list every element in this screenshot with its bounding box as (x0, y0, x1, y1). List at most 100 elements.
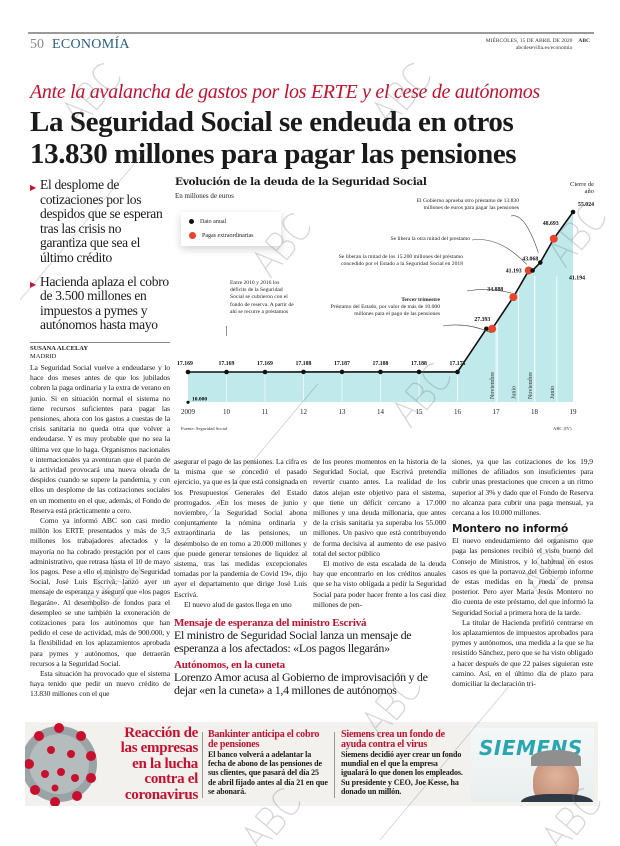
related-title: Autónomos, en la cuneta (174, 659, 285, 672)
x-tick-label: 17 (493, 408, 501, 416)
paragraph: La Seguridad Social vuelve a endeudarse … (30, 362, 170, 515)
annual-point (416, 369, 422, 375)
paragraph: Esta situación ha provocado que el siste… (30, 669, 170, 699)
divider (334, 732, 335, 798)
companies-band: Reacción de las empresas en la lucha con… (25, 722, 598, 806)
kicker: Ante la avalancha de gastos por los ERTE… (30, 81, 540, 103)
data-label: 17.188 (296, 361, 312, 367)
body-column-3: de los peores momentos en la historia de… (313, 457, 446, 610)
annotation: Se liberan la mitad de los 15.200 millon… (338, 254, 463, 268)
month-label: Noviembre (490, 372, 496, 399)
x-tick-label: 16 (454, 408, 462, 416)
headline-line: 13.830 millones para pagar las pensiones (30, 138, 517, 170)
data-label: 41.194 (569, 275, 585, 281)
chart-source: Fuente: Seguridad Social (181, 426, 228, 431)
band-title: Reacción de las empresas en la lucha con… (120, 725, 199, 803)
annual-point (570, 209, 576, 215)
annotation-arrow (510, 215, 539, 253)
area-fill (188, 212, 573, 402)
divider (202, 732, 203, 798)
top-rule (28, 32, 594, 34)
annotation: Entre 2010 y 2016 los déficits de la Seg… (230, 280, 294, 315)
news-brief[interactable]: Siemens crea un fondo de ayuda contra el… (341, 729, 463, 796)
body-column-4: siones, ya que las cotizaciones de los 1… (452, 457, 593, 689)
divider (30, 341, 170, 343)
data-label: 17.169 (219, 361, 235, 367)
left-column: ▶ El desplome de cotizaciones por los de… (30, 177, 170, 700)
month-label: Noviembre (528, 372, 534, 399)
byline: SUSANA ALCELAY MADRID (30, 345, 170, 361)
data-label: 41.193 (506, 268, 522, 274)
annual-point (530, 268, 535, 273)
coronavirus-image (25, 722, 105, 806)
legend-item: Dato anual (189, 219, 226, 225)
annual-point (484, 326, 489, 332)
paragraph: asegurar el pago de las pensiones. La ci… (174, 457, 307, 599)
related-summary: Lorenzo Amor acusa al Gobierno de improv… (174, 670, 428, 697)
body-column-1: La Seguridad Social vuelve a endeudarse … (30, 363, 170, 700)
legend-item: Pagas extraordinarias (189, 232, 253, 239)
hair (531, 750, 581, 766)
x-tick-label: 10 (223, 408, 231, 416)
headline-line: La Seguridad Social se endeuda en otros (30, 106, 514, 138)
x-tick-label: 18 (531, 408, 539, 416)
x-tick-label: 15 (416, 408, 424, 416)
data-label: 17.173 (450, 361, 466, 367)
debt-chart: Evolución de la deuda de la Seguridad So… (175, 176, 595, 434)
x-tick-label: 13 (339, 408, 347, 416)
legend-dot-icon (189, 219, 194, 225)
annotation: Se libera la otra mitad del prestamo (390, 236, 470, 242)
paragraph: siones, ya que las cotizaciones de los 1… (452, 457, 593, 518)
paragraph: El nuevo alud de gastos llega en uno (184, 599, 292, 609)
subheading: Montero no informó (452, 523, 569, 536)
x-tick-label: 2009 (181, 408, 196, 416)
chart-title: Evolución de la deuda de la Seguridad So… (175, 176, 427, 188)
x-tick-label: 14 (377, 408, 385, 416)
date: MIÉRCOLES, 15 DE ABRIL DE 2020 (485, 38, 573, 44)
month-label: Junio (550, 386, 556, 399)
section-name[interactable]: ECONOMÍA (52, 37, 130, 52)
annual-point (301, 369, 306, 375)
data-label: 17.169 (177, 361, 193, 367)
location: MADRID (30, 352, 57, 360)
related-summary: El ministro de Seguridad Social lanza un… (174, 628, 412, 655)
legend-dot-icon (189, 232, 196, 239)
debt-line (188, 211, 574, 373)
annual-point (455, 369, 460, 375)
extra-pay-point (509, 293, 518, 302)
annotation-arrow (471, 239, 528, 265)
annual-point (339, 369, 345, 375)
annual-point (537, 260, 543, 265)
data-label: 17.187 (334, 361, 350, 367)
summary-bullet: ▶ Hacienda aplaza el cobro de 3.500 mill… (30, 273, 169, 333)
annual-point (378, 369, 383, 375)
data-label: 43.068 (522, 257, 538, 263)
news-brief[interactable]: Bankinter anticipa el cobro de pensiones… (208, 729, 328, 796)
paragraph: El motivo de esta escalada de la deuda h… (313, 559, 446, 609)
related-title: Mensaje de esperanza del ministro Escriv… (174, 617, 367, 629)
x-tick-label: 12 (300, 408, 308, 416)
related-link[interactable]: Mensaje de esperanza del ministro Escriv… (174, 617, 446, 654)
chart-credit: ABC (IV) (553, 426, 572, 431)
dateline: MIÉRCOLES, 15 DE ABRIL DE 2020 ABC abcdes… (486, 38, 590, 52)
triangle-bullet-icon: ▶ (30, 183, 36, 192)
summary-bullet: ▶ El desplome de cotizaciones por los de… (30, 177, 163, 265)
extra-pay-point (488, 324, 497, 333)
extra-pay-point (549, 234, 558, 243)
annotation: Tercer trimestre Préstamo del Estado, por… (330, 297, 440, 318)
siemens-ceo-photo: SIEMENS (471, 728, 594, 802)
annual-point (262, 369, 268, 375)
chart-subtitle: En millones de euros (175, 192, 234, 200)
triangle-bullet-icon: ▶ (30, 279, 36, 289)
page-number: 50 (30, 37, 44, 52)
suit (521, 794, 593, 802)
data-label: 17.188 (373, 361, 389, 367)
annual-point (224, 369, 229, 375)
annotation-arrow (466, 289, 512, 294)
related-link[interactable]: Autónomos, en la cuneta Lorenzo Amor acu… (174, 659, 446, 696)
chart-legend: Dato anual Pagas extraordinarias (181, 212, 281, 246)
body-column-2: asegurar el pago de las pensiones. La ci… (174, 457, 307, 610)
section-url[interactable]: abcdesevilla.es/economia (515, 45, 572, 51)
chart-plot: Noviembre Junio Noviembre Junio 10.000 17.169… (177, 202, 594, 416)
paragraph: de los peores momentos en la historia de… (313, 457, 446, 558)
